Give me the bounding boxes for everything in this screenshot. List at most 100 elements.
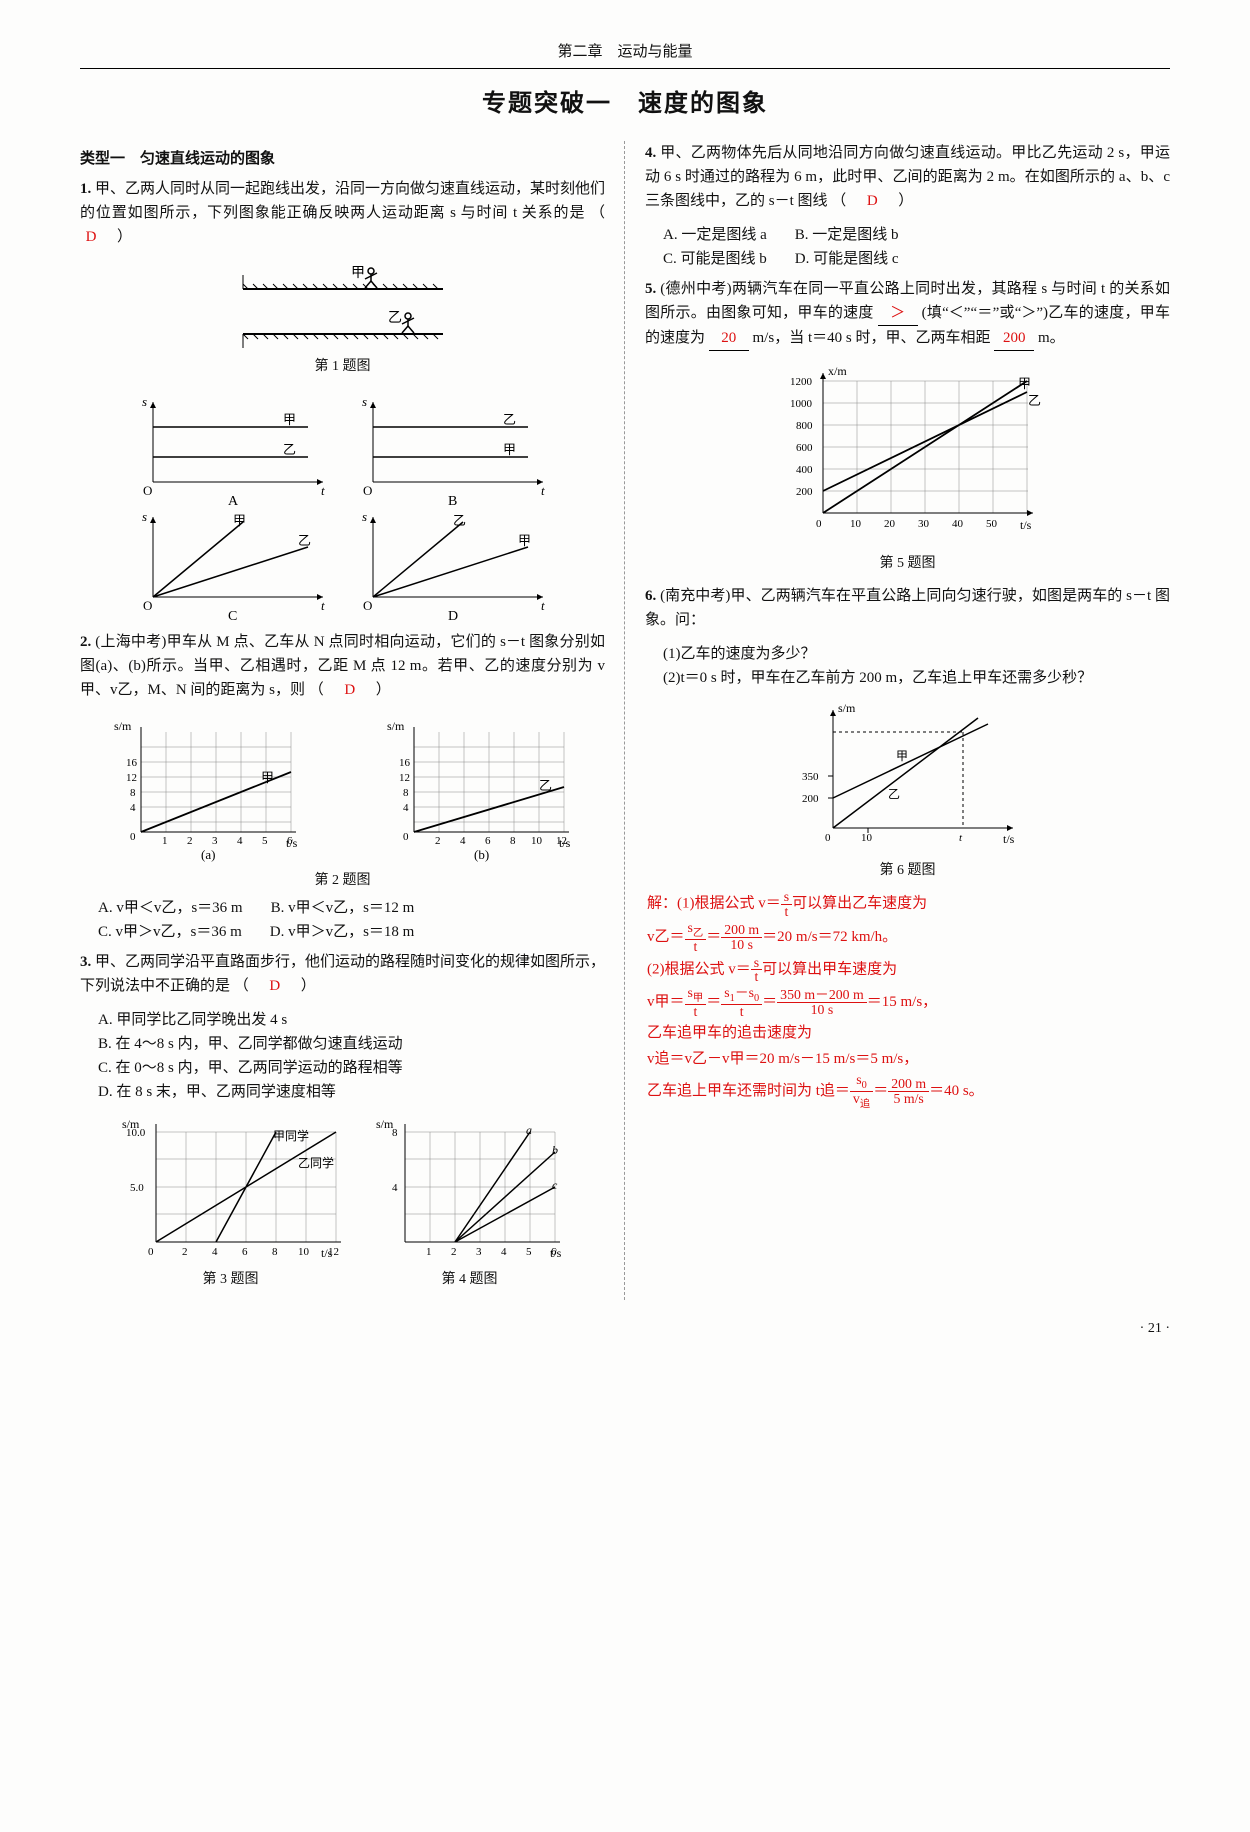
page-number: · 21 · [80,1318,1170,1340]
svg-text:乙: 乙 [283,442,296,457]
q1-num: 1. [80,181,91,197]
q6-text: (南充中考)甲、乙两辆汽车在平直公路上同向匀速行驶，如图是两车的 s－t 图象。… [645,588,1170,628]
svg-text:40: 40 [952,518,964,530]
q2-opt-c: C. v甲＞v乙，s＝36 m [98,920,242,944]
q3-paren: （ D ） [234,978,316,994]
question-2: 2. (上海中考)甲车从 M 点、乙车从 N 点同时相向运动，它们的 s－t 图… [80,630,605,702]
svg-text:乙同学: 乙同学 [298,1155,334,1170]
section-heading-type1: 类型一 匀速直线运动的图象 [80,147,605,171]
svg-text:16: 16 [399,757,411,769]
svg-text:t: t [959,832,963,844]
q6-num: 6. [645,588,656,604]
svg-text:O: O [143,598,152,613]
svg-text:8: 8 [510,835,516,847]
svg-text:0: 0 [816,518,822,530]
q5-blank2: 20 [709,326,749,351]
svg-text:12: 12 [328,1246,339,1258]
q4-answer: D [861,189,883,213]
left-column: 类型一 匀速直线运动的图象 1. 甲、乙两人同时从同一起跑线出发，沿同一方向做匀… [80,141,605,1299]
q3-text: 甲、乙两同学沿平直路面步行，他们运动的路程随时间变化的规律如图所示，下列说法中不… [80,954,605,994]
q6-sol-l2: v乙＝s乙t＝200 m10 s＝20 m/s＝72 km/h。 [647,921,1170,954]
svg-text:4: 4 [460,835,466,847]
svg-text:2: 2 [187,835,193,847]
svg-text:s/m: s/m [387,719,405,733]
svg-text:8: 8 [272,1246,278,1258]
q4-opt-b: B. 一定是图线 b [795,223,899,247]
page-title: 专题突破一 速度的图象 [80,85,1170,123]
svg-text:O: O [363,483,372,498]
svg-text:s/m: s/m [838,701,856,715]
svg-text:甲: 甲 [261,770,274,785]
svg-text:6: 6 [242,1246,248,1258]
svg-text:6: 6 [551,1246,557,1258]
question-6: 6. (南充中考)甲、乙两辆汽车在平直公路上同向匀速行驶，如图是两车的 s－t … [645,584,1170,632]
q2-opt-a: A. v甲＜v乙，s＝36 m [98,896,243,920]
svg-text:0: 0 [825,832,831,844]
svg-text:4: 4 [403,802,409,814]
svg-text:乙: 乙 [503,412,516,427]
svg-text:8: 8 [403,787,409,799]
q3-opt-b: B. 在 4～8 s 内，甲、乙同学都做匀速直线运动 [98,1032,605,1056]
q6-sol-l4: v甲＝s甲t＝s1－s0t＝350 m－200 m10 s＝15 m/s， [647,986,1170,1019]
svg-text:c: c [552,1178,558,1192]
svg-text:a: a [526,1123,532,1137]
question-3: 3. 甲、乙两同学沿平直路面步行，他们运动的路程随时间变化的规律如图所示，下列说… [80,950,605,998]
svg-text:50: 50 [986,518,998,530]
column-divider [624,141,625,1299]
q1-options-figure: s t O 甲 乙 A s t O [80,387,605,622]
q6-sub2: (2)t＝0 s 时，甲车在乙车前方 200 m，乙车追上甲车还需多少秒？ [663,666,1170,690]
q2-num: 2. [80,634,91,650]
svg-text:12: 12 [126,772,137,784]
question-5: 5. (德州中考)两辆汽车在同一平直公路上同时出发，其路程 s 与时间 t 的关… [645,277,1170,351]
svg-text:4: 4 [501,1246,507,1258]
svg-text:20: 20 [884,518,896,530]
q3-num: 3. [80,954,91,970]
svg-text:0: 0 [403,831,409,843]
svg-text:30: 30 [918,518,930,530]
svg-text:10: 10 [531,835,543,847]
q3-opt-d: D. 在 8 s 末，甲、乙两同学速度相等 [98,1080,605,1104]
svg-text:350: 350 [802,771,819,783]
q1-answer: D [80,225,102,249]
svg-text:O: O [363,598,372,613]
svg-text:s/m: s/m [114,719,132,733]
svg-text:甲: 甲 [1018,376,1031,391]
svg-text:t: t [321,483,325,498]
svg-text:12: 12 [399,772,410,784]
question-1: 1. 甲、乙两人同时从同一起跑线出发，沿同一方向做匀速直线运动，某时刻他们的位置… [80,177,605,249]
q6-sub1: (1)乙车的速度为多少？ [663,642,1170,666]
two-column-layout: 类型一 匀速直线运动的图象 1. 甲、乙两人同时从同一起跑线出发，沿同一方向做匀… [80,141,1170,1299]
svg-text:t: t [541,483,545,498]
svg-text:2: 2 [182,1246,188,1258]
q5-text-d: m。 [1038,330,1065,346]
q4-paren: （ D ） [831,193,913,209]
svg-text:(b): (b) [474,847,489,862]
svg-text:6: 6 [287,835,293,847]
svg-text:乙: 乙 [539,778,552,793]
svg-text:甲同学: 甲同学 [273,1128,309,1143]
q5-blank1: ＞ [878,301,918,326]
q2-figure: s/m t/s 1612840 123456 甲 (a) s/m t/s 161… [80,712,605,862]
svg-text:4: 4 [392,1182,398,1194]
q2-paren: （ D ） [309,682,391,698]
svg-text:200: 200 [802,793,819,805]
svg-text:10: 10 [850,518,862,530]
svg-text:8: 8 [392,1127,398,1139]
q5-caption: 第 5 题图 [645,553,1170,575]
svg-text:3: 3 [212,835,218,847]
svg-text:3: 3 [476,1246,482,1258]
q4-opt-c: C. 可能是图线 b [663,247,767,271]
q6-solution: 解：(1)根据公式 v＝st可以算出乙车速度为 v乙＝s乙t＝200 m10 s… [645,890,1170,1110]
svg-text:0: 0 [148,1246,154,1258]
svg-text:1: 1 [426,1246,432,1258]
svg-text:b: b [552,1143,558,1157]
q1-text: 甲、乙两人同时从同一起跑线出发，沿同一方向做匀速直线运动，某时刻他们的位置如图所… [80,181,605,221]
q2-caption: 第 2 题图 [80,870,605,892]
svg-text:8: 8 [130,787,136,799]
svg-text:1000: 1000 [790,398,813,410]
q4-opt-d: D. 可能是图线 c [795,247,899,271]
svg-text:甲: 甲 [896,749,908,763]
svg-text:s: s [142,394,147,409]
svg-text:16: 16 [126,757,138,769]
q5-blank3: 200 [994,326,1034,351]
